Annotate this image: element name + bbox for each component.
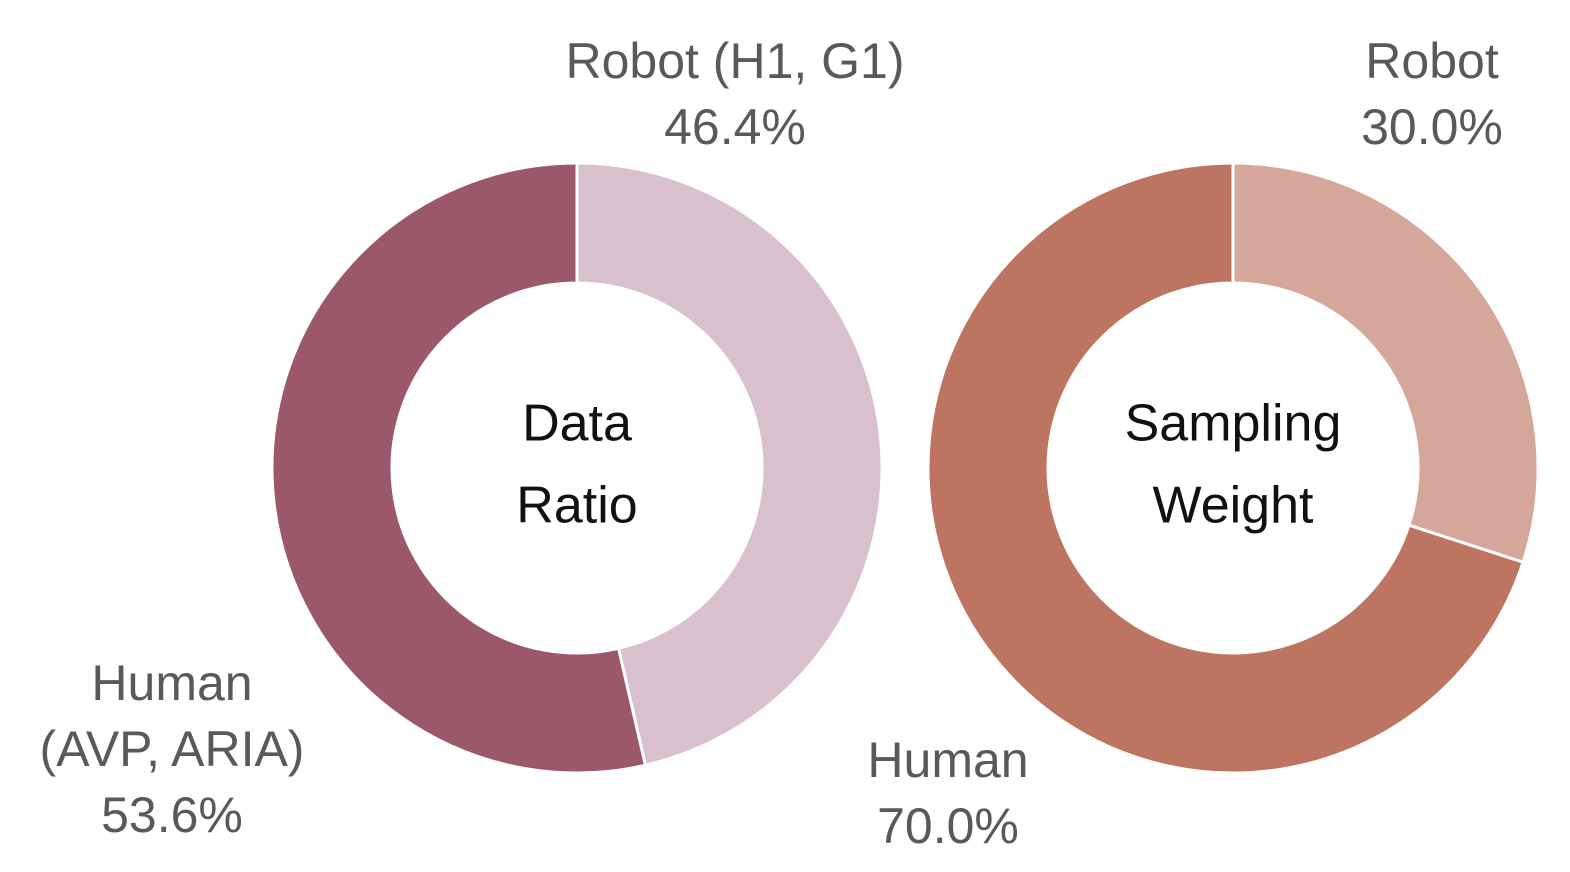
- segment-label: Robot (H1, G1) 46.4%: [565, 28, 904, 160]
- value-label: 30.0%: [1361, 99, 1503, 155]
- segment-label: Human 70.0%: [867, 727, 1028, 859]
- segment-label: Robot 30.0%: [1361, 28, 1503, 160]
- category-label: Robot (H1, G1): [565, 33, 905, 89]
- value-label: 46.4%: [664, 99, 806, 155]
- donut-segment: [926, 161, 1525, 775]
- center-label: Weight: [1153, 477, 1314, 535]
- center-label: Ratio: [516, 477, 637, 535]
- value-label: 70.0%: [877, 798, 1019, 854]
- center-label: Data: [522, 395, 632, 453]
- center-label: Sampling: [1125, 395, 1342, 453]
- donut-segment: [270, 161, 648, 775]
- value-label: 53.6%: [101, 787, 243, 843]
- category-label: Human: [867, 732, 1029, 788]
- category-label: Human (AVP, ARIA): [39, 655, 305, 777]
- donut-segment: [575, 161, 884, 768]
- category-label: Robot: [1365, 33, 1499, 89]
- donut-segment: [1231, 161, 1540, 565]
- segment-label: Human (AVP, ARIA) 53.6%: [40, 650, 305, 848]
